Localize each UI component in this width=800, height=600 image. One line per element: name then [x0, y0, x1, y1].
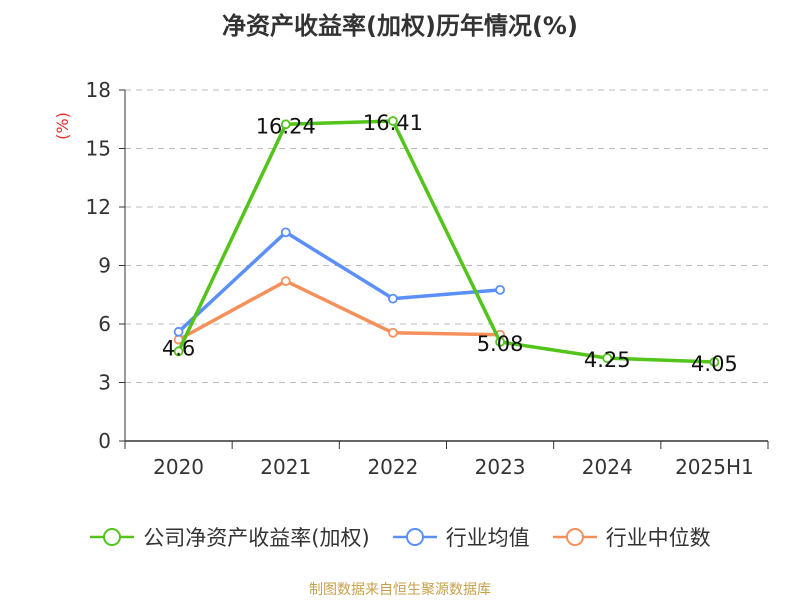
data-point	[280, 276, 291, 287]
y-tick-label: 12	[86, 195, 111, 219]
data-label: 16.41	[363, 111, 423, 135]
data-label: 4.05	[691, 352, 738, 376]
x-tick-label: 2021	[260, 455, 311, 479]
data-point	[173, 326, 184, 337]
legend: 公司净资产收益率(加权) 行业均值 行业中位数	[0, 520, 800, 554]
legend-item[interactable]: 行业均值	[392, 522, 530, 552]
series-line	[176, 119, 717, 364]
data-point	[709, 357, 720, 367]
data-point	[495, 284, 505, 295]
data-point	[388, 327, 398, 338]
y-tick-label: 6	[98, 312, 111, 336]
legend-label: 行业均值	[445, 526, 530, 550]
legend-swatch	[392, 528, 437, 546]
x-tick-label: 2022	[367, 455, 418, 479]
data-point	[280, 119, 291, 130]
chart-title: 净资产收益率(加权)历年情况(%)	[222, 12, 578, 40]
grid-lines	[125, 89, 768, 383]
data-point	[495, 337, 505, 347]
data-point	[602, 353, 613, 364]
legend-swatch	[90, 528, 135, 546]
y-tick-label: 3	[98, 371, 111, 395]
data-labels: 4.6 16.24 16.41 5.08 4.25 4.05	[162, 111, 738, 376]
data-point	[173, 346, 184, 357]
y-tick-label: 15	[86, 137, 111, 161]
x-tick-label: 2023	[475, 455, 526, 479]
legend-swatch-marker	[405, 528, 424, 546]
data-label: 16.24	[256, 114, 316, 138]
legend-label: 公司净资产收益率(加权)	[143, 526, 370, 550]
series-line	[176, 230, 502, 334]
data-point	[388, 293, 398, 304]
x-tick-label: 2025H1	[675, 455, 754, 479]
legend-item[interactable]: 行业中位数	[552, 522, 711, 552]
legend-item[interactable]: 公司净资产收益率(加权)	[89, 522, 370, 552]
x-tick-label: 2024	[582, 455, 633, 479]
data-point	[280, 227, 291, 238]
data-label: 4.25	[584, 348, 631, 372]
data-label: 5.08	[477, 332, 524, 356]
y-tick-label: 9	[98, 254, 111, 278]
y-axis-label: (%)	[53, 112, 72, 140]
data-point	[388, 116, 398, 126]
source-note: 制图数据来自恒生聚源数据库	[309, 582, 491, 598]
y-tick-label: 18	[86, 78, 111, 102]
legend-label: 行业中位数	[605, 526, 711, 550]
data-label: 4.6	[162, 336, 195, 360]
legend-swatch-marker	[565, 528, 584, 546]
series-line	[176, 279, 502, 342]
legend-swatch-marker	[103, 528, 122, 546]
y-tick-label: 0	[98, 429, 111, 453]
legend-swatch	[552, 528, 597, 546]
axes: 0 3 6 9 12 15 18 2020 2021 2022 2023 2024 2025H1 (%)	[53, 78, 769, 479]
series-lines	[173, 116, 720, 367]
x-tick-label: 2020	[153, 455, 204, 479]
